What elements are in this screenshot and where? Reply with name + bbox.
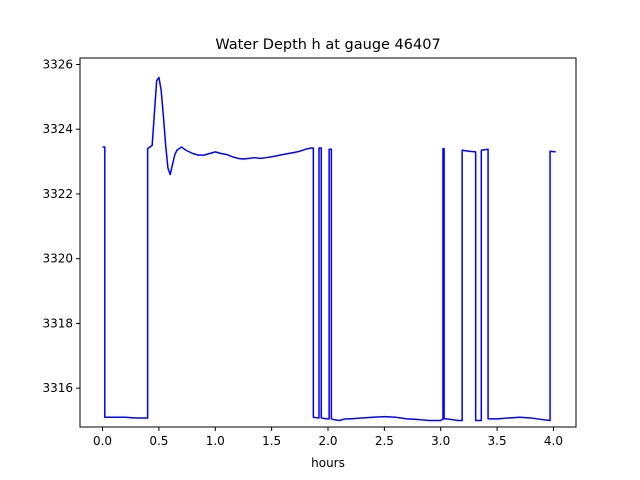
x-axis-label: hours [311, 456, 345, 470]
y-tick-label: 3316 [42, 381, 73, 395]
y-tick-label: 3326 [42, 57, 73, 71]
y-tick-label: 3318 [42, 316, 73, 330]
x-tick-label: 1.5 [262, 434, 281, 448]
x-tick-label: 2.0 [318, 434, 337, 448]
x-tick-label: 1.0 [206, 434, 225, 448]
x-tick-label: 3.0 [431, 434, 450, 448]
x-tick-label: 4.0 [544, 434, 563, 448]
plot-area [102, 76, 556, 422]
x-tick-label: 2.5 [375, 434, 394, 448]
x-tick-label: 0.5 [149, 434, 168, 448]
y-tick-label: 3322 [42, 187, 73, 201]
chart-title: Water Depth h at gauge 46407 [215, 37, 440, 53]
y-tick-label: 3324 [42, 122, 73, 136]
y-axis: 3316 3318 3320 3322 3324 3326 [42, 57, 80, 395]
x-tick-label: 3.5 [488, 434, 507, 448]
series-line-0 [102, 76, 556, 422]
y-tick-label: 3320 [42, 252, 73, 266]
x-tick-label: 0.0 [93, 434, 112, 448]
x-axis: 0.0 0.5 1.0 1.5 2.0 2.5 3.0 3.5 4.0 [93, 427, 563, 448]
